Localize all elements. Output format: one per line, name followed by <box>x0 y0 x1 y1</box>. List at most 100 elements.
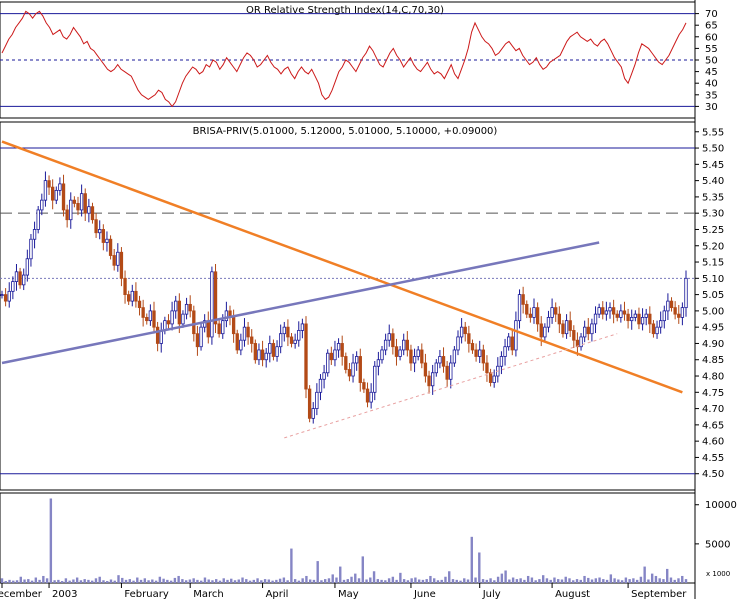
candle-body <box>69 199 73 221</box>
candle-body <box>166 320 171 325</box>
candle-body <box>210 271 214 338</box>
volume-bar <box>666 568 669 583</box>
candle-body <box>148 310 153 322</box>
volume-bar <box>677 578 680 583</box>
volume-bar <box>154 580 158 583</box>
candle-body <box>438 356 442 364</box>
candle-body <box>470 343 475 351</box>
candle-body <box>416 349 420 357</box>
candle-body <box>275 346 279 357</box>
volume-bar <box>252 579 256 583</box>
price-tick-label: 5.50 <box>702 144 724 155</box>
candle-body <box>586 326 590 335</box>
volume-bar <box>451 579 455 583</box>
x-tick-label: 2003 <box>52 589 77 599</box>
candle-body <box>666 300 670 312</box>
volume-bar <box>549 579 552 583</box>
volume-bar <box>38 579 41 583</box>
volume-bar <box>654 575 658 583</box>
candle-body <box>293 339 297 344</box>
volume-bar <box>650 573 654 583</box>
volume-bar <box>530 577 534 583</box>
candle-body <box>181 313 185 325</box>
candle-body <box>235 333 239 351</box>
candle-body <box>354 356 359 364</box>
volume-bar <box>354 573 357 583</box>
candle-body <box>119 251 124 279</box>
volume-bar <box>508 579 511 583</box>
candle-body <box>626 313 630 322</box>
candle-body <box>564 320 569 335</box>
volume-bar <box>151 579 154 583</box>
volume-bar <box>587 577 590 583</box>
volume-bar <box>124 579 128 583</box>
candle-body <box>199 326 203 348</box>
candle-body <box>79 193 84 211</box>
candle-body <box>51 186 55 201</box>
volume-bar <box>94 578 98 583</box>
candle-body <box>644 313 648 318</box>
price-tick-label: 4.50 <box>702 469 724 480</box>
volume-bar <box>87 579 90 583</box>
volume-bar <box>481 579 485 583</box>
volume-bar <box>19 576 22 583</box>
trendline <box>1 140 683 394</box>
volume-bar <box>245 579 248 583</box>
volume-bar <box>147 580 150 583</box>
candle-body <box>677 313 681 318</box>
volume-bar <box>414 577 417 583</box>
price-tick-label: 5.35 <box>702 192 724 203</box>
candle-body <box>648 313 652 325</box>
volume-bar <box>534 580 537 583</box>
volume-bar <box>387 578 391 583</box>
volume-bar <box>493 580 496 583</box>
volume-bar <box>583 575 586 583</box>
price-tick-label: 5.05 <box>702 290 724 301</box>
volume-bar <box>320 580 323 583</box>
volume-bar <box>632 578 635 583</box>
x-tick-label: August <box>555 589 590 599</box>
candle-body <box>260 349 265 361</box>
candle-body <box>137 300 142 309</box>
x-tick-label: March <box>193 589 223 599</box>
volume-bar <box>523 579 526 583</box>
volume-bar <box>515 579 519 583</box>
volume-bar <box>564 576 567 583</box>
volume-bar <box>485 579 489 583</box>
x-tick-label: July <box>482 589 501 599</box>
candle-body <box>409 349 413 364</box>
volume-bar <box>496 576 500 583</box>
rsi-tick-label: 45 <box>705 67 718 78</box>
volume-bar <box>293 579 297 583</box>
volume-bar <box>429 575 432 583</box>
volume-bar <box>598 577 601 583</box>
candle-body <box>615 313 619 318</box>
rsi-line <box>1 10 687 108</box>
candle-body <box>554 307 558 315</box>
volume-bar <box>504 570 507 583</box>
candle-body <box>452 349 457 364</box>
candle-body <box>622 310 627 315</box>
volume-bar <box>162 578 165 583</box>
volume-bar <box>188 579 192 583</box>
volume-bar <box>158 576 162 583</box>
volume-bar <box>237 579 240 583</box>
candle-body <box>535 307 540 325</box>
x-tick-label: September <box>631 589 687 599</box>
volume-bar <box>557 579 560 583</box>
volume-bar <box>102 580 105 583</box>
candle-body <box>217 323 221 335</box>
price-tick-label: 4.55 <box>702 453 724 464</box>
volume-bar <box>369 577 372 583</box>
volume-bar <box>128 579 131 583</box>
candle-body <box>278 333 283 348</box>
candle-body <box>402 339 406 351</box>
candle-body <box>557 313 561 325</box>
candle-body <box>485 362 489 374</box>
volume-bar <box>275 579 278 583</box>
volume-bar <box>643 566 646 583</box>
candle-body <box>25 258 29 276</box>
candle-body <box>195 333 200 348</box>
price-tick-label: 4.90 <box>702 339 724 350</box>
